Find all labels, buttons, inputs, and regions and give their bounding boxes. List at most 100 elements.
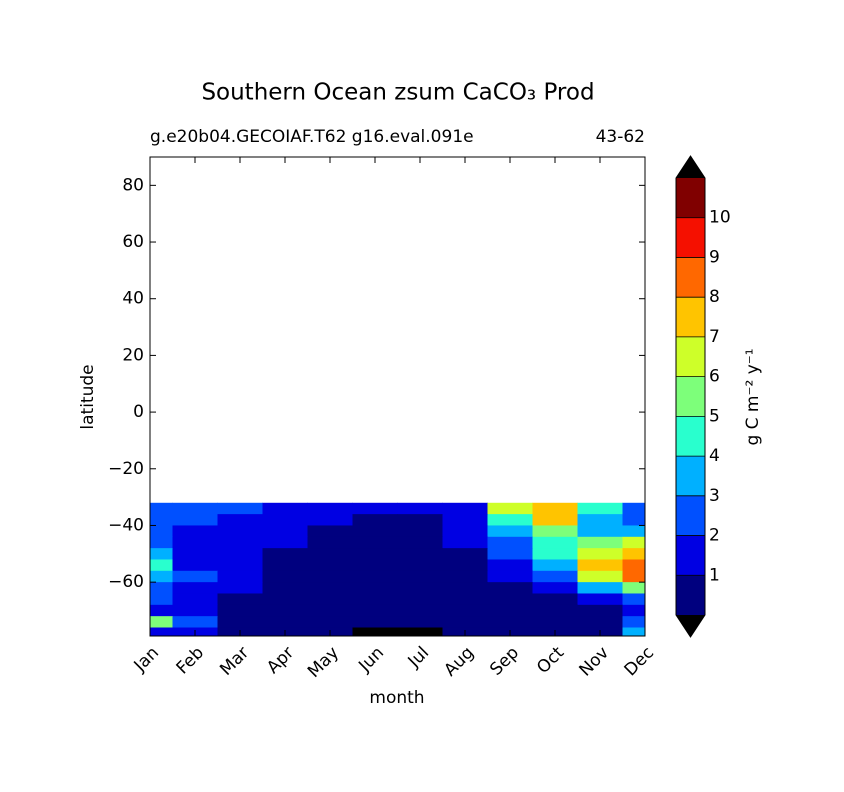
contour-cell — [217, 604, 263, 617]
colorbar-band — [676, 456, 705, 496]
contour-cell — [577, 548, 623, 560]
contour-cell — [577, 593, 623, 606]
contour-cell — [622, 593, 645, 606]
colorbar-tick-label: 1 — [709, 565, 720, 585]
contour-cell — [622, 525, 645, 538]
colorbar-band — [676, 217, 705, 258]
y-tick-label: 80 — [122, 175, 144, 195]
contour-cell — [172, 502, 218, 515]
colorbar-band — [676, 575, 705, 615]
contour-cell — [577, 536, 623, 549]
contour-cell — [262, 502, 308, 515]
contour-cell — [487, 502, 533, 515]
colorbar-extend-top — [676, 156, 705, 178]
contour-cell — [442, 616, 488, 628]
contour-cell — [397, 536, 443, 549]
contour-cell — [150, 502, 173, 515]
contour-cell — [262, 570, 308, 583]
colorbar-frame — [675, 155, 706, 638]
y-axis-label: latitude — [78, 364, 98, 429]
colorbar-tick-label: 7 — [709, 327, 720, 347]
contour-cell — [532, 570, 578, 583]
contour-cell — [487, 525, 533, 538]
contour-cell — [352, 536, 398, 549]
contour-cell — [622, 536, 645, 549]
contour-cell — [532, 593, 578, 606]
contour-cell — [172, 536, 218, 549]
contour-cell — [442, 559, 488, 572]
contour-cell — [217, 570, 263, 583]
contour-cell — [577, 514, 623, 526]
contour-cell — [622, 570, 645, 583]
contour-cell — [532, 514, 578, 526]
colorbar-tick-label: 4 — [709, 446, 720, 466]
contour-cell — [217, 559, 263, 572]
contour-cell — [487, 582, 533, 594]
contour-cell — [577, 570, 623, 583]
y-tick-label: 0 — [133, 402, 144, 422]
contour-cell — [532, 616, 578, 628]
colorbar-tick-label: 8 — [709, 287, 720, 307]
contour-cell — [262, 559, 308, 572]
contour-cell — [532, 604, 578, 617]
contour-cell — [397, 525, 443, 538]
contour-cell — [262, 548, 308, 560]
contour-cell — [352, 548, 398, 560]
contour-cell — [262, 582, 308, 594]
contour-cell — [532, 525, 578, 538]
contour-cell — [532, 502, 578, 515]
contour-cell — [150, 604, 173, 617]
contour-cell — [150, 627, 173, 636]
subtitle-right: 43-62 — [596, 127, 645, 147]
contour-cell — [352, 593, 398, 606]
chart-title: Southern Ocean zsum CaCO₃ Prod — [201, 80, 594, 106]
contour-cell — [397, 548, 443, 560]
y-tick-label: 20 — [122, 345, 144, 365]
contour-cell — [172, 604, 218, 617]
contour-cell — [262, 616, 308, 628]
contour-cell — [577, 525, 623, 538]
contour-cell — [622, 502, 645, 515]
contour-cell — [150, 616, 173, 628]
contour-cell — [622, 548, 645, 560]
contour-cell — [307, 582, 353, 594]
contour-cell — [397, 582, 443, 594]
contour-cell — [487, 559, 533, 572]
contour-cell — [307, 514, 353, 526]
contour-cell — [442, 593, 488, 606]
contour-cell — [307, 559, 353, 572]
contour-cell — [172, 514, 218, 526]
contour-cell — [352, 502, 398, 515]
contour-cell — [622, 616, 645, 628]
contour-cell — [150, 536, 173, 549]
colorbar-tick-label: 6 — [709, 367, 720, 387]
contour-cell — [217, 593, 263, 606]
x-axis-label: month — [369, 688, 424, 708]
contour-cell — [577, 502, 623, 515]
colorbar-band — [676, 376, 705, 417]
contour-cell — [307, 502, 353, 515]
contour-cell — [217, 616, 263, 628]
contour-cell — [577, 604, 623, 617]
contour-cell — [217, 514, 263, 526]
contour-cell — [150, 525, 173, 538]
contour-cell — [442, 582, 488, 594]
y-tick-label: −20 — [108, 459, 144, 479]
contour-cell — [172, 548, 218, 560]
contour-cell — [307, 548, 353, 560]
contour-cell — [532, 548, 578, 560]
contour-cell — [487, 604, 533, 617]
contour-cell — [442, 514, 488, 526]
y-tick-label: 60 — [122, 232, 144, 252]
contour-cell — [172, 616, 218, 628]
contour-cell — [442, 525, 488, 538]
contour-field — [150, 502, 645, 636]
colorbar-tick-label: 5 — [709, 406, 720, 426]
contour-cell — [622, 627, 645, 636]
colorbar-tick-label: 10 — [709, 208, 731, 228]
contour-cell — [352, 514, 398, 526]
contour-cell — [352, 559, 398, 572]
contour-cell — [307, 604, 353, 617]
contour-cell — [397, 559, 443, 572]
